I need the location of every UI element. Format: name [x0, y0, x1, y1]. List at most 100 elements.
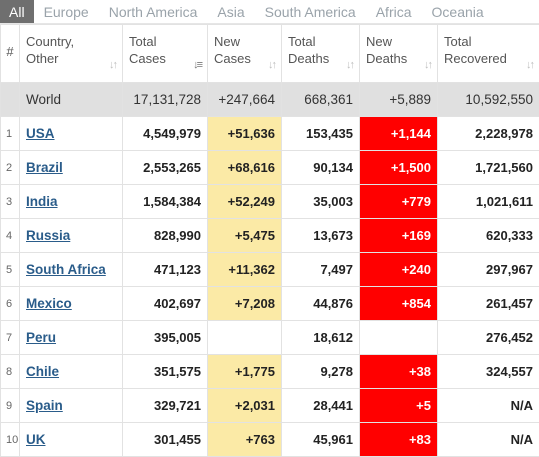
total-cases-cell: 301,455: [123, 423, 208, 457]
col-header-new-deaths[interactable]: New Deaths ↓↑: [360, 25, 438, 83]
total-deaths-cell: 35,003: [282, 185, 360, 219]
total-cases-cell: 828,990: [123, 219, 208, 253]
country-link: Spain: [20, 389, 123, 423]
total-recovered-cell: 276,452: [438, 321, 539, 355]
tab-oceania[interactable]: Oceania: [422, 0, 494, 23]
country-name-link[interactable]: Brazil: [26, 160, 63, 175]
new-deaths-cell: +779: [360, 185, 438, 219]
country-name-link[interactable]: Mexico: [26, 296, 72, 311]
country-link: South Africa: [20, 253, 123, 287]
col-header-total-cases[interactable]: Total Cases ↓≡: [123, 25, 208, 83]
new-cases-cell: +51,636: [208, 117, 282, 151]
new-deaths-cell: +38: [360, 355, 438, 389]
tab-all[interactable]: All: [0, 0, 34, 23]
new-deaths-cell: +1,144: [360, 117, 438, 151]
total-recovered-cell: 1,021,611: [438, 185, 539, 219]
new-cases-cell: +1,775: [208, 355, 282, 389]
covid-stats-table: # Country, Other ↓↑ Total Cases ↓≡ New C…: [0, 24, 539, 457]
new-deaths-cell: +240: [360, 253, 438, 287]
new-deaths-cell: [360, 321, 438, 355]
row-index: 2: [1, 151, 20, 185]
world-new-cases: +247,664: [208, 83, 282, 117]
country-link: Russia: [20, 219, 123, 253]
country-name-link[interactable]: Peru: [26, 330, 56, 345]
col-header-new-cases[interactable]: New Cases ↓↑: [208, 25, 282, 83]
new-cases-cell: +11,362: [208, 253, 282, 287]
total-cases-cell: 1,584,384: [123, 185, 208, 219]
world-new-deaths: +5,889: [360, 83, 438, 117]
col-header-country-line2: Other: [26, 51, 59, 66]
world-index: [1, 83, 20, 117]
row-index: 1: [1, 117, 20, 151]
total-deaths-cell: 153,435: [282, 117, 360, 151]
total-recovered-cell: 2,228,978: [438, 117, 539, 151]
country-name-link[interactable]: South Africa: [26, 262, 106, 277]
world-total-recovered: 10,592,550: [438, 83, 539, 117]
row-index: 3: [1, 185, 20, 219]
row-index: 5: [1, 253, 20, 287]
total-deaths-cell: 44,876: [282, 287, 360, 321]
row-index: 7: [1, 321, 20, 355]
total-deaths-cell: 18,612: [282, 321, 360, 355]
sort-desc-icon[interactable]: ↓≡: [193, 57, 201, 74]
new-cases-cell: +52,249: [208, 185, 282, 219]
tab-south-america[interactable]: South America: [255, 0, 366, 23]
tab-asia[interactable]: Asia: [207, 0, 254, 23]
world-row: World 17,131,728 +247,664 668,361 +5,889…: [1, 83, 539, 117]
col-header-total-cases-line2: Cases: [129, 51, 166, 66]
country-name-link[interactable]: Chile: [26, 364, 59, 379]
world-country: World: [20, 83, 123, 117]
col-header-country[interactable]: Country, Other ↓↑: [20, 25, 123, 83]
total-cases-cell: 395,005: [123, 321, 208, 355]
total-recovered-cell: N/A: [438, 423, 539, 457]
world-total-cases: 17,131,728: [123, 83, 208, 117]
total-cases-cell: 4,549,979: [123, 117, 208, 151]
total-deaths-cell: 9,278: [282, 355, 360, 389]
new-cases-cell: [208, 321, 282, 355]
country-name-link[interactable]: UK: [26, 432, 46, 447]
total-deaths-cell: 28,441: [282, 389, 360, 423]
tab-africa[interactable]: Africa: [366, 0, 422, 23]
col-header-total-deaths[interactable]: Total Deaths ↓↑: [282, 25, 360, 83]
row-index: 6: [1, 287, 20, 321]
new-cases-cell: +763: [208, 423, 282, 457]
col-header-new-cases-line1: New: [214, 34, 240, 49]
total-recovered-cell: 261,457: [438, 287, 539, 321]
new-cases-cell: +5,475: [208, 219, 282, 253]
sort-icon[interactable]: ↓↑: [424, 57, 431, 74]
total-deaths-cell: 13,673: [282, 219, 360, 253]
col-header-total-cases-line1: Total: [129, 34, 156, 49]
country-name-link[interactable]: Russia: [26, 228, 70, 243]
sort-icon[interactable]: ↓↑: [346, 57, 353, 74]
sort-icon[interactable]: ↓↑: [109, 57, 116, 74]
col-header-new-cases-line2: Cases: [214, 51, 251, 66]
total-recovered-cell: 297,967: [438, 253, 539, 287]
country-name-link[interactable]: India: [26, 194, 58, 209]
col-header-total-recovered[interactable]: Total Recovered ↓↑: [438, 25, 539, 83]
total-cases-cell: 471,123: [123, 253, 208, 287]
tab-north-america[interactable]: North America: [99, 0, 208, 23]
new-deaths-cell: +5: [360, 389, 438, 423]
new-deaths-cell: +169: [360, 219, 438, 253]
new-cases-cell: +2,031: [208, 389, 282, 423]
tab-europe[interactable]: Europe: [34, 0, 99, 23]
country-name-link[interactable]: Spain: [26, 398, 63, 413]
new-cases-cell: +7,208: [208, 287, 282, 321]
total-deaths-cell: 45,961: [282, 423, 360, 457]
sort-icon[interactable]: ↓↑: [268, 57, 275, 74]
country-name-link[interactable]: USA: [26, 126, 55, 141]
new-deaths-cell: +83: [360, 423, 438, 457]
total-cases-cell: 329,721: [123, 389, 208, 423]
total-deaths-cell: 7,497: [282, 253, 360, 287]
sort-icon[interactable]: ↓↑: [526, 57, 533, 74]
col-header-new-deaths-line2: Deaths: [366, 51, 407, 66]
col-header-index: #: [1, 25, 20, 83]
new-deaths-cell: +1,500: [360, 151, 438, 185]
country-link: USA: [20, 117, 123, 151]
